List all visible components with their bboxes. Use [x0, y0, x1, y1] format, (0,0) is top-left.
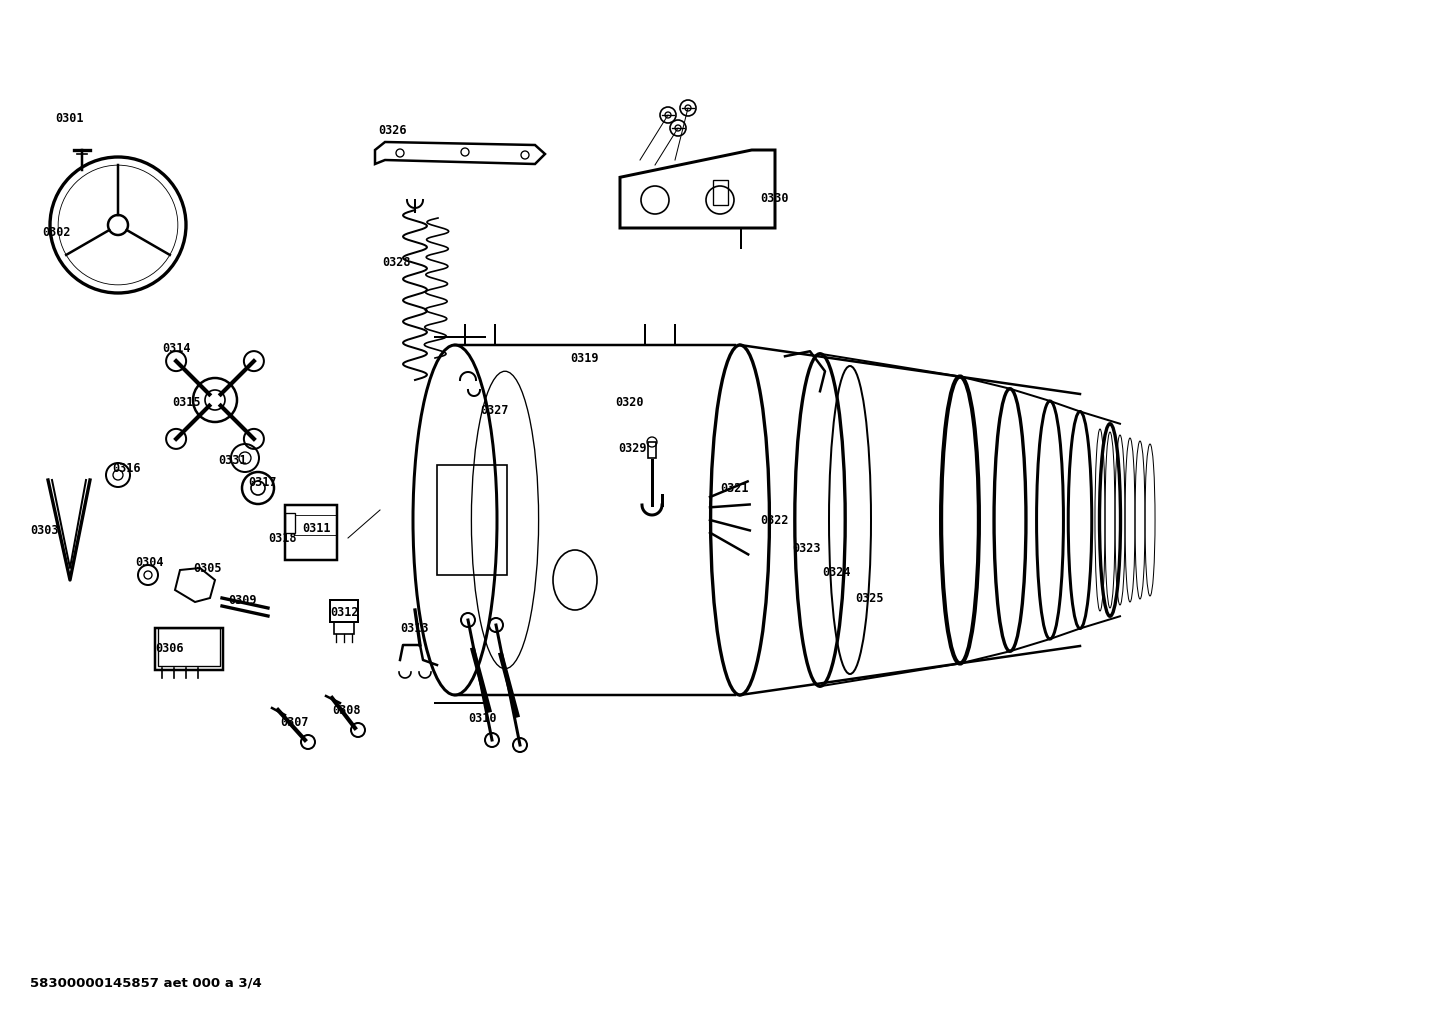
Text: 0326: 0326	[378, 123, 407, 137]
Text: 0314: 0314	[162, 341, 190, 355]
Text: 0317: 0317	[248, 476, 277, 488]
Text: 0318: 0318	[268, 532, 297, 544]
Bar	[647, 442, 656, 458]
Text: 0302: 0302	[42, 225, 71, 238]
Text: 0303: 0303	[30, 524, 59, 536]
Text: 0328: 0328	[382, 256, 411, 268]
Text: 0312: 0312	[330, 605, 359, 619]
Bar	[154, 628, 224, 671]
Text: 0330: 0330	[760, 192, 789, 205]
Text: 0325: 0325	[855, 591, 884, 604]
Text: 0316: 0316	[112, 462, 140, 475]
Bar	[159, 628, 221, 666]
Bar	[712, 180, 728, 205]
Text: 0311: 0311	[301, 522, 330, 535]
Text: 0321: 0321	[720, 482, 748, 494]
Text: 58300000145857 aet 000 a 3/4: 58300000145857 aet 000 a 3/4	[30, 976, 262, 989]
Text: 0323: 0323	[792, 541, 820, 554]
Bar	[335, 622, 353, 634]
Text: 0324: 0324	[822, 566, 851, 579]
Bar	[286, 513, 296, 533]
Text: 0310: 0310	[469, 711, 496, 725]
Text: 0329: 0329	[619, 441, 646, 454]
Text: 0301: 0301	[55, 111, 84, 124]
Polygon shape	[620, 150, 774, 228]
Text: 0306: 0306	[154, 642, 183, 654]
Bar	[330, 600, 358, 622]
Text: 0308: 0308	[332, 703, 360, 716]
Polygon shape	[174, 568, 215, 602]
Bar	[286, 505, 337, 560]
Text: 0320: 0320	[614, 395, 643, 409]
Text: 0305: 0305	[193, 561, 222, 575]
Text: 0304: 0304	[136, 555, 163, 569]
Text: 0327: 0327	[480, 404, 509, 417]
Text: 0307: 0307	[280, 715, 309, 729]
Text: 0319: 0319	[570, 352, 598, 365]
Polygon shape	[375, 142, 545, 164]
Text: 0331: 0331	[218, 453, 247, 467]
Text: 0309: 0309	[228, 593, 257, 606]
Bar	[437, 465, 508, 575]
Text: 0313: 0313	[399, 622, 428, 635]
Text: 0315: 0315	[172, 395, 200, 409]
Text: 0322: 0322	[760, 514, 789, 527]
